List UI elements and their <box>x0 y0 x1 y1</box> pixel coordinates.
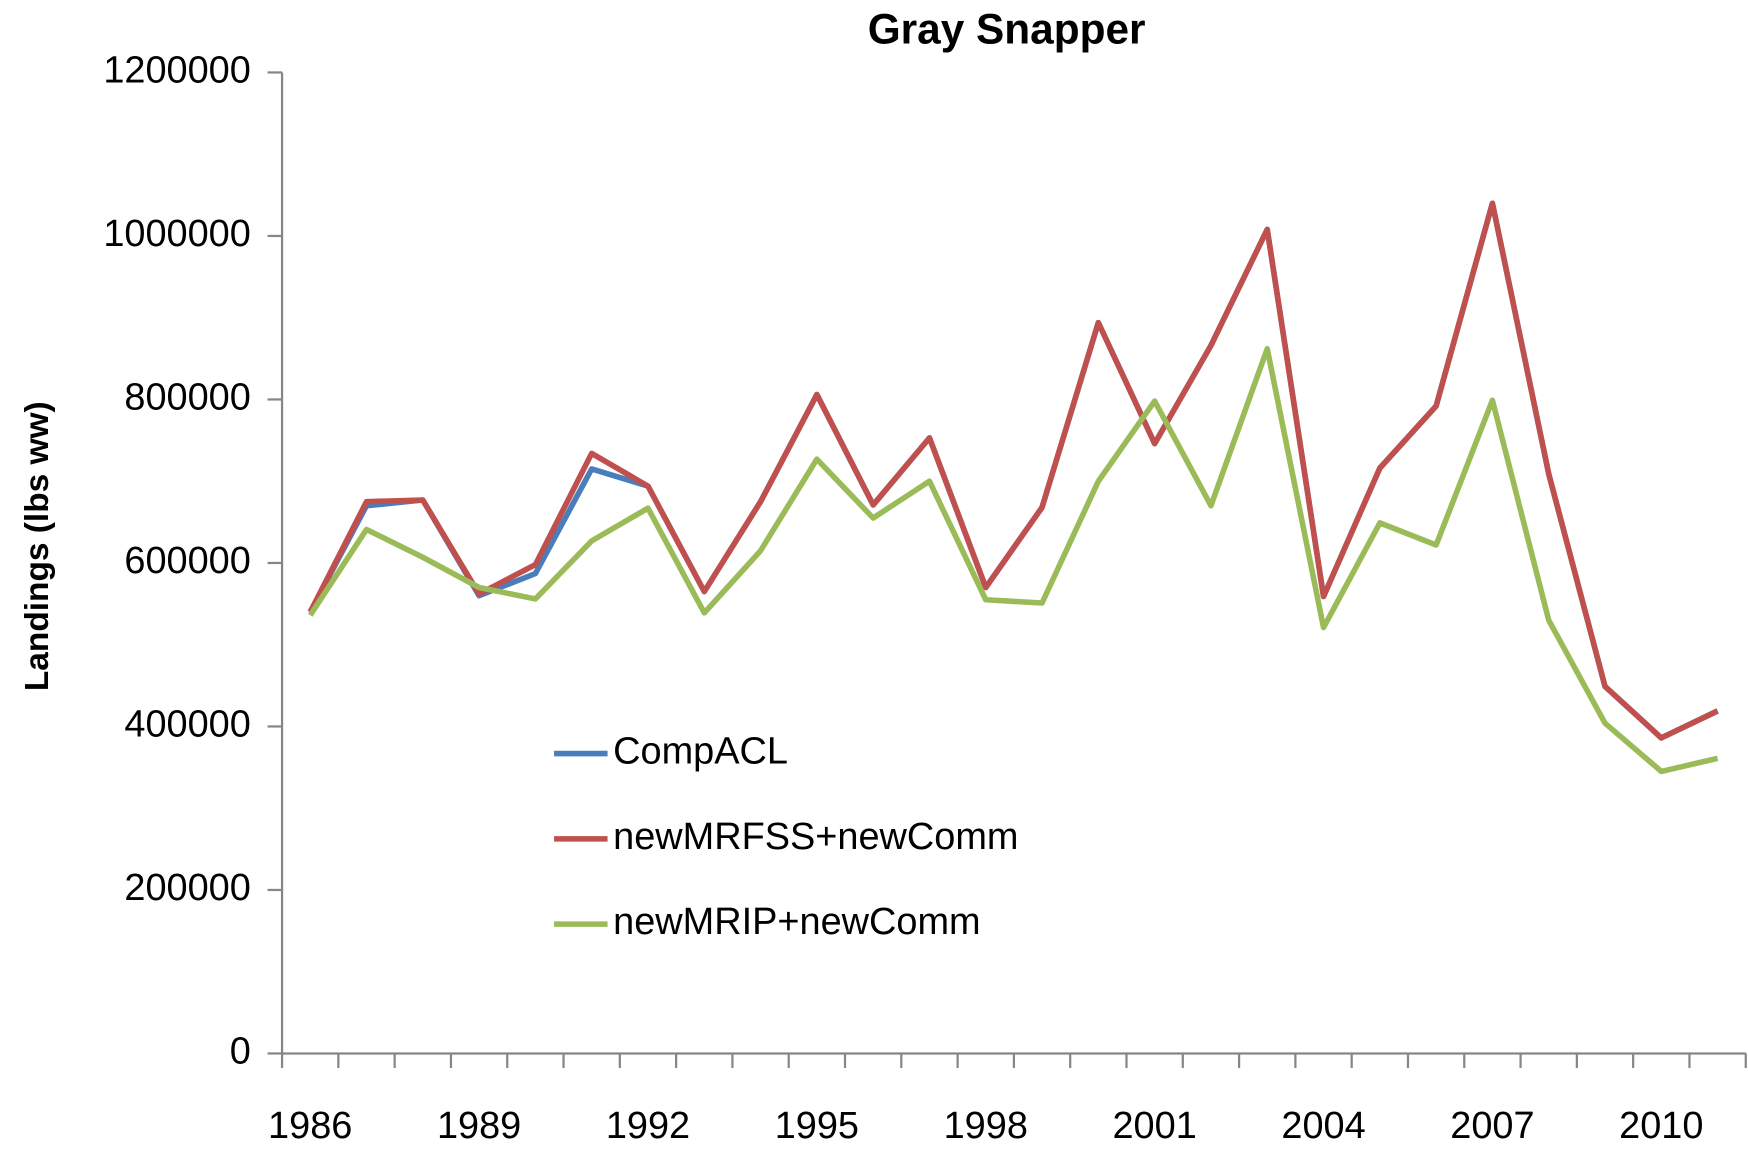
x-tick-label: 2010 <box>1619 1105 1703 1147</box>
legend-label: newMRFSS+newComm <box>613 816 1018 858</box>
x-tick-label: 2001 <box>1112 1105 1196 1147</box>
y-tick-label: 1200000 <box>103 49 251 91</box>
y-axis-label: Landings (lbs ww) <box>19 401 56 691</box>
x-tick-label: 1986 <box>268 1105 352 1147</box>
series-line <box>307 200 1719 741</box>
legend-label: newMRIP+newComm <box>613 901 980 943</box>
y-tick-label: 0 <box>230 1030 251 1072</box>
x-tick-label: 1998 <box>944 1105 1028 1147</box>
x-tick-label: 2004 <box>1281 1105 1365 1147</box>
x-tick-label: 2007 <box>1450 1105 1534 1147</box>
y-tick-label: 200000 <box>124 867 250 909</box>
series-line <box>307 345 1719 775</box>
y-tick-label: 800000 <box>124 376 250 418</box>
chart-title: Gray Snapper <box>868 6 1146 53</box>
x-tick-label: 1989 <box>437 1105 521 1147</box>
y-tick-label: 400000 <box>124 703 250 745</box>
x-tick-label: 1992 <box>606 1105 690 1147</box>
x-tick-label: 1995 <box>775 1105 859 1147</box>
y-tick-label: 1000000 <box>103 213 251 255</box>
legend-label: CompACL <box>613 731 788 773</box>
y-tick-label: 600000 <box>124 540 250 582</box>
